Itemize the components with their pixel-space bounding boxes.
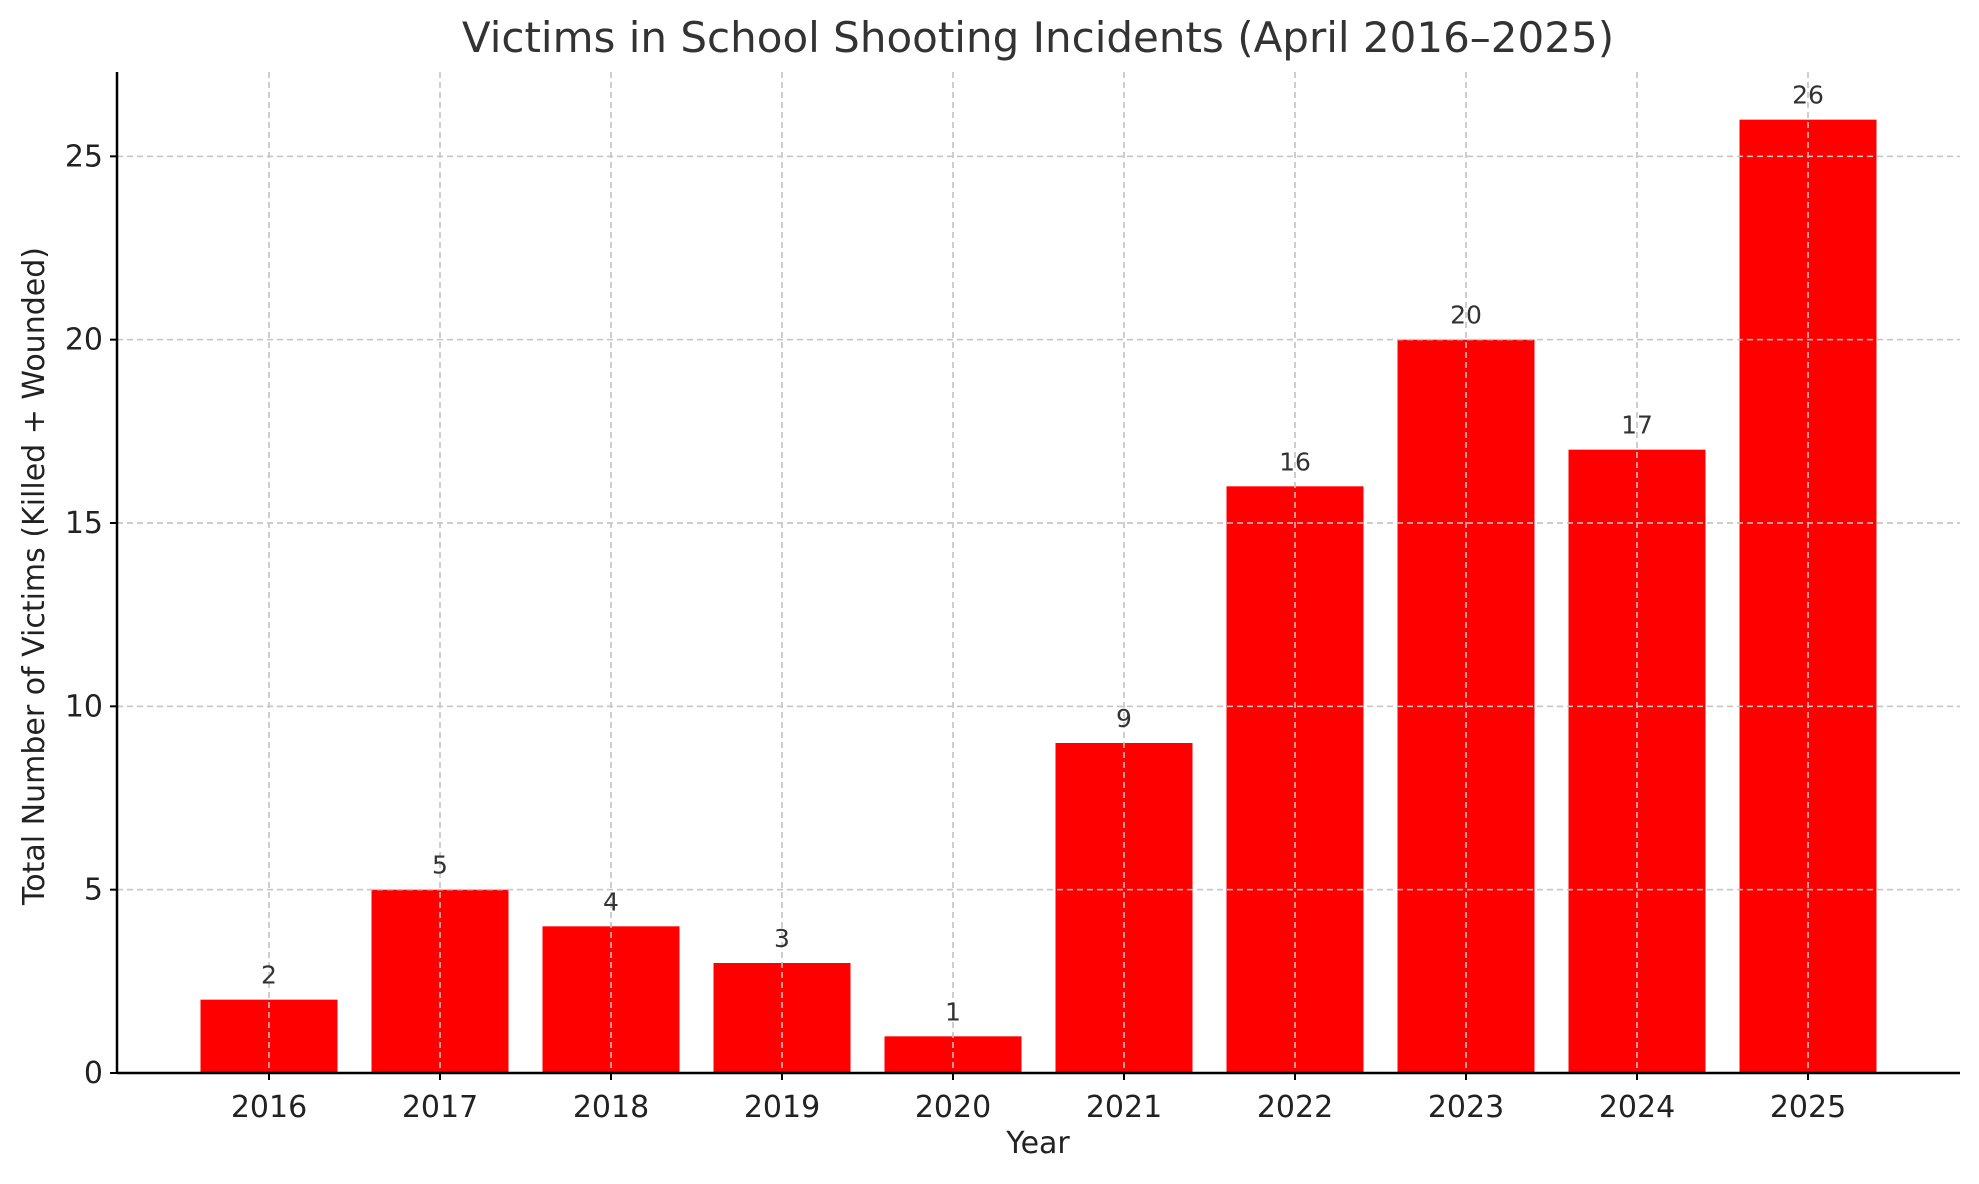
chart-title: Victims in School Shooting Incidents (Ap… <box>462 13 1614 62</box>
data-label: 3 <box>774 924 790 953</box>
data-label: 26 <box>1792 81 1824 110</box>
data-label: 4 <box>603 887 619 916</box>
y-tick-label: 10 <box>65 689 103 724</box>
bar-2018 <box>542 926 680 1073</box>
data-label: 2 <box>261 961 277 990</box>
data-label: 1 <box>945 997 961 1026</box>
data-label: 16 <box>1279 447 1311 476</box>
x-tick-label: 2020 <box>915 1090 991 1125</box>
y-tick-label: 15 <box>65 506 103 541</box>
x-tick-label: 2025 <box>1770 1090 1846 1125</box>
y-tick-label: 25 <box>65 139 103 174</box>
x-tick-label: 2021 <box>1086 1090 1162 1125</box>
x-tick-label: 2018 <box>573 1090 649 1125</box>
data-labels: 2 5 4 3 1 9 16 20 17 26 <box>261 81 1824 1027</box>
x-tick-label: 2019 <box>744 1090 820 1125</box>
data-label: 5 <box>432 851 448 880</box>
data-label: 9 <box>1116 704 1132 733</box>
data-label: 17 <box>1621 411 1653 440</box>
x-tick-label: 2016 <box>231 1090 307 1125</box>
y-tick-label: 5 <box>84 873 103 908</box>
x-axis-label: Year <box>1005 1126 1070 1161</box>
data-label: 20 <box>1450 301 1482 330</box>
x-tick-label: 2024 <box>1599 1090 1675 1125</box>
x-tick-label: 2023 <box>1428 1090 1504 1125</box>
x-tick-label: 2017 <box>402 1090 478 1125</box>
y-tick-label: 20 <box>65 323 103 358</box>
bars <box>117 72 1960 1074</box>
y-tick-label: 0 <box>84 1056 103 1091</box>
y-axis-label: Total Number of Victims (Killed + Wounde… <box>17 247 52 906</box>
x-tick-label: 2022 <box>1257 1090 1333 1125</box>
